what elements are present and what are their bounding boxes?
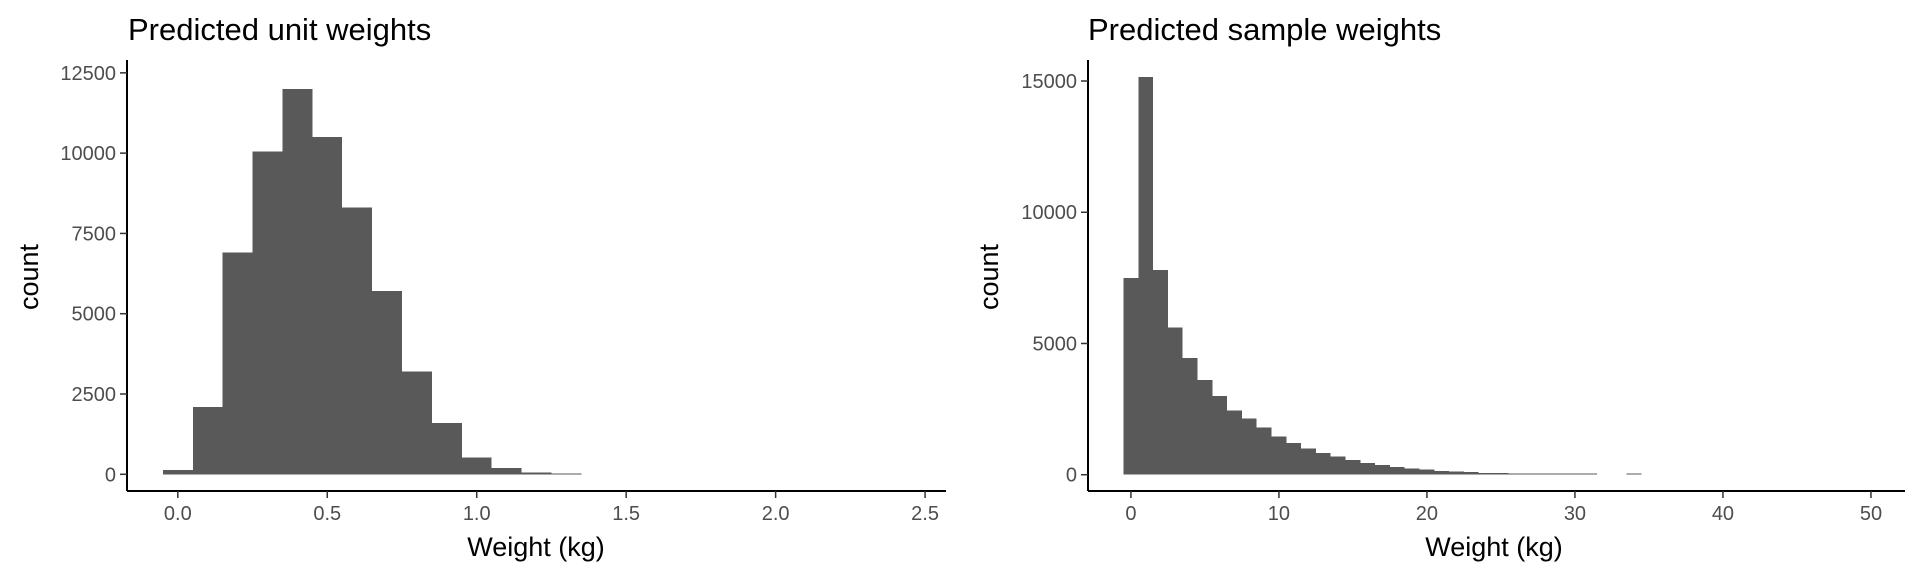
sample-weights-y-tick-label: 10000	[1021, 202, 1077, 224]
sample-weights-bar	[1227, 410, 1242, 475]
sample-weights-x-tick-label: 0	[1125, 503, 1136, 525]
sample-weights-bar	[1419, 469, 1435, 475]
sample-weights-x-axis-title: Weight (kg)	[1425, 532, 1563, 562]
sample-weights-bar	[1537, 473, 1553, 475]
unit-weights-bar	[461, 457, 492, 475]
unit-weights-title: Predicted unit weights	[128, 12, 431, 47]
sample-weights-bar	[1123, 277, 1139, 475]
unit-weights-bar	[551, 473, 582, 475]
unit-weights-bar	[521, 472, 552, 475]
unit-weights-y-tick-label: 0	[105, 464, 116, 486]
sample-weights-bar	[1360, 462, 1376, 475]
unit-weights-ticks: 0.0 0.5 1.0 1.5 2.0 2.5 0 2500 5000 7500 10000 1250…	[60, 63, 939, 525]
unit-weights-y-axis-title: count	[14, 243, 44, 310]
sample-weights-bar	[1567, 473, 1583, 475]
sample-weights-x-tick-label: 50	[1860, 503, 1882, 525]
sample-weights-bar	[1256, 427, 1272, 475]
unit-weights-y-tick-label: 10000	[60, 143, 116, 165]
sample-weights-x-tick-label: 30	[1564, 503, 1586, 525]
sample-weights-bar	[1434, 470, 1450, 475]
sample-weights-y-tick-label: 15000	[1021, 71, 1077, 93]
sample-weights-bar	[1301, 448, 1316, 475]
sample-weights-bar	[1552, 473, 1568, 475]
unit-weights-bars	[162, 88, 582, 475]
unit-weights-y-tick-label: 7500	[72, 223, 117, 245]
sample-weights-ticks: 0 10 20 30 40 50 0 5000 10000 15000	[1021, 71, 1882, 525]
sample-weights-x-tick-label: 40	[1712, 503, 1734, 525]
unit-weights-bar	[431, 422, 462, 475]
sample-weights-bar	[1330, 456, 1346, 475]
sample-weights-bar	[1493, 473, 1509, 475]
unit-weights-bar	[222, 252, 253, 475]
unit-weights-x-tick-label: 1.5	[612, 503, 640, 525]
sample-weights-bar	[1271, 436, 1287, 475]
sample-weights-title: Predicted sample weights	[1088, 12, 1441, 47]
unit-weights-bar	[162, 470, 193, 475]
unit-weights-panel: Predicted unit weights Weight (kg) count…	[14, 12, 946, 562]
sample-weights-bar	[1389, 466, 1405, 475]
unit-weights-y-tick-label: 12500	[60, 63, 116, 85]
unit-weights-bar	[252, 151, 283, 475]
sample-weights-bar	[1153, 269, 1168, 475]
unit-weights-x-tick-label: 2.5	[911, 503, 939, 525]
unit-weights-x-axis-title: Weight (kg)	[467, 532, 605, 562]
sample-weights-y-tick-label: 0	[1066, 465, 1077, 487]
sample-weights-bars	[1123, 77, 1642, 475]
sample-weights-panel: Predicted sample weights Weight (kg) cou…	[974, 12, 1905, 562]
unit-weights-bar	[372, 291, 402, 475]
unit-weights-bar	[342, 207, 373, 475]
sample-weights-x-tick-label: 20	[1416, 503, 1438, 525]
sample-weights-bar	[1212, 395, 1228, 475]
unit-weights-x-tick-label: 0.5	[313, 503, 341, 525]
unit-weights-bar	[401, 371, 432, 475]
unit-weights-y-tick-label: 5000	[72, 304, 117, 326]
sample-weights-bar	[1404, 468, 1420, 475]
unit-weights-y-tick-label: 2500	[72, 384, 117, 406]
sample-weights-bar	[1463, 472, 1479, 475]
sample-weights-bar	[1345, 459, 1361, 475]
sample-weights-bar	[1286, 443, 1302, 475]
unit-weights-bar	[282, 88, 313, 475]
sample-weights-x-tick-label: 10	[1268, 503, 1290, 525]
sample-weights-bar	[1626, 473, 1642, 475]
sample-weights-bar	[1167, 327, 1183, 475]
sample-weights-bar	[1523, 473, 1538, 475]
unit-weights-x-tick-label: 1.0	[463, 503, 491, 525]
unit-weights-bar	[192, 406, 223, 475]
sample-weights-bar	[1478, 472, 1494, 475]
unit-weights-bar	[312, 137, 343, 475]
unit-weights-x-tick-label: 0.0	[164, 503, 192, 525]
sample-weights-bar	[1241, 418, 1257, 475]
sample-weights-bar	[1375, 465, 1390, 475]
sample-weights-y-axis-title: count	[974, 243, 1004, 310]
unit-weights-bar	[491, 467, 522, 475]
sample-weights-bar	[1138, 77, 1154, 475]
sample-weights-bar	[1582, 473, 1598, 475]
sample-weights-bar	[1197, 380, 1213, 475]
sample-weights-bar	[1449, 471, 1464, 475]
sample-weights-bar	[1315, 453, 1331, 475]
sample-weights-bar	[1508, 473, 1524, 475]
sample-weights-y-tick-label: 5000	[1033, 333, 1078, 355]
sample-weights-bar	[1182, 357, 1198, 475]
unit-weights-x-tick-label: 2.0	[762, 503, 790, 525]
